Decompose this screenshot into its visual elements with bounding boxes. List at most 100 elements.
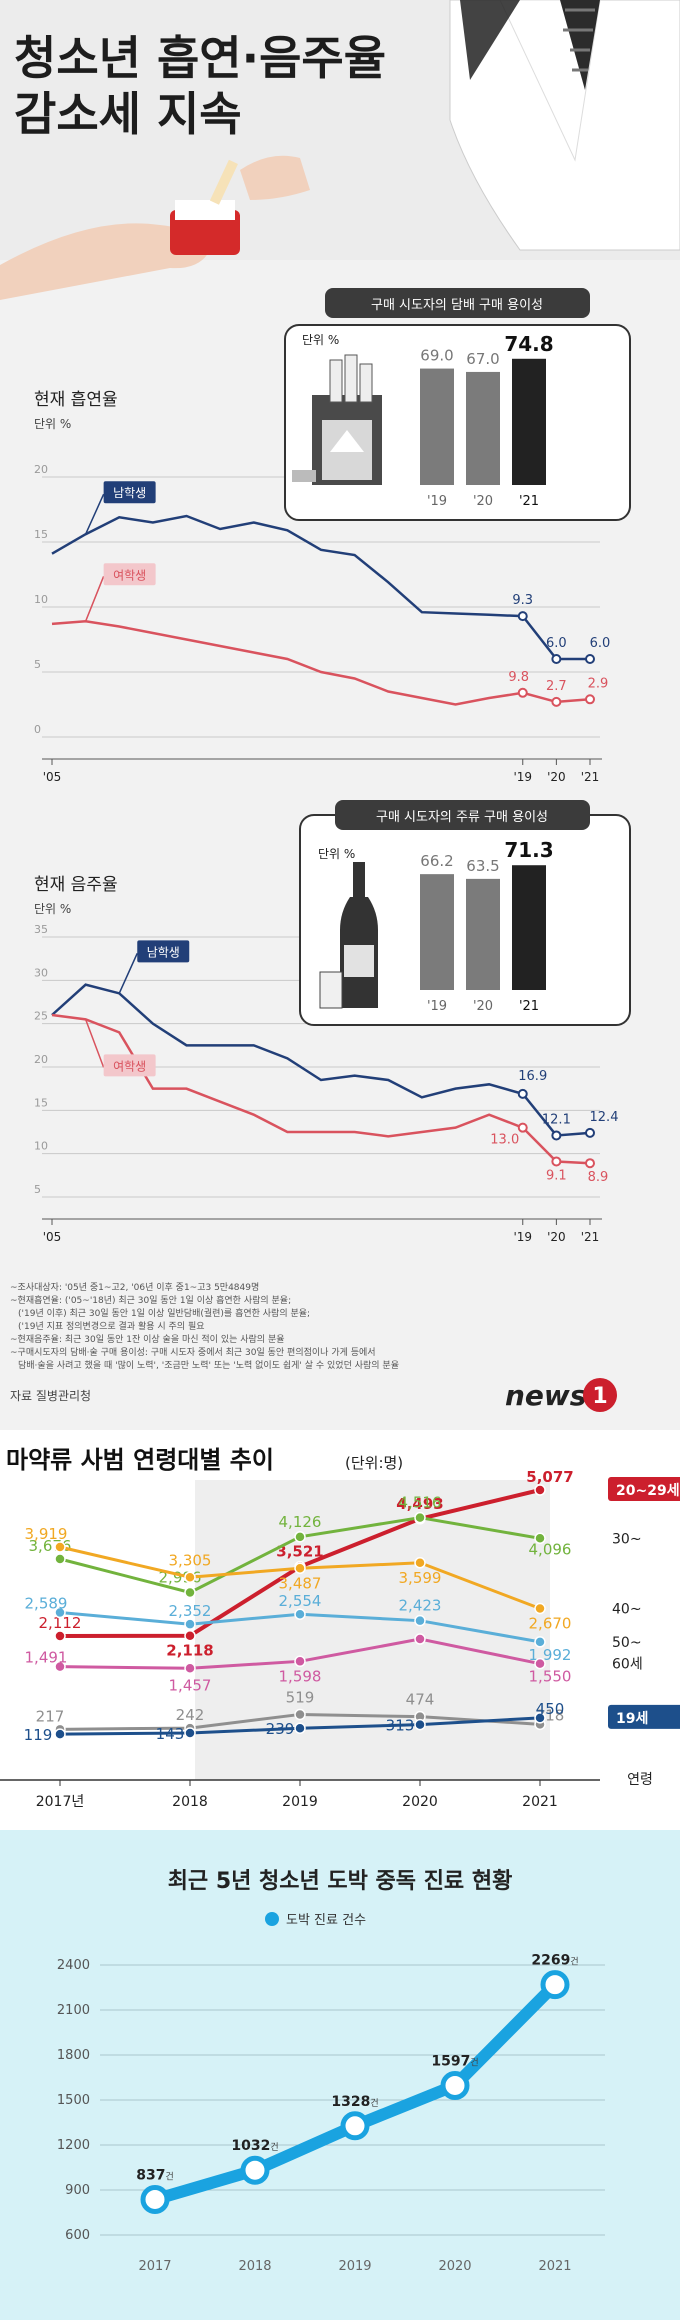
- data-label: 9.8: [508, 670, 529, 685]
- data-point: [585, 694, 595, 705]
- alcohol-inset-bars: 66.2 '19 63.5 '20 71.3 '21: [420, 838, 554, 1014]
- data-point: [534, 1636, 546, 1648]
- data-point: [440, 2070, 470, 2100]
- x-tick-label: 2021: [538, 2259, 571, 2274]
- title-line-1: 청소년 흡연·음주율: [14, 31, 386, 85]
- data-point: [534, 1657, 546, 1670]
- title-line-2: 감소세 지속: [14, 87, 242, 141]
- x-tick-label: '05: [43, 770, 62, 784]
- note-line-2: ~현재흡연율: ('05~'18년) 최근 30일 동안 1일 이상 흡연한 사…: [10, 1294, 291, 1306]
- alcohol-purchase-inset: 구매 시도자의 주류 구매 용이성 단위 %: [299, 800, 631, 1026]
- y-tick-label: 10: [34, 1140, 48, 1153]
- data-label: 4,126: [279, 1513, 322, 1531]
- data-label: 1,457: [169, 1676, 212, 1694]
- data-label: 12.1: [542, 1112, 571, 1127]
- gambling-chart-plot: 2400 2100 1800 1500 1200 900 600 2017 2018 2019 20…: [57, 1953, 605, 2274]
- data-point: [517, 1088, 528, 1099]
- data-point: [294, 1722, 306, 1734]
- inset-bar-category: '21: [519, 999, 539, 1014]
- y-tick-label: 20: [34, 463, 48, 476]
- data-label: 837건: [136, 2167, 174, 2183]
- data-label: 1328건: [331, 2094, 378, 2110]
- data-point: [551, 1130, 562, 1141]
- x-tick-label: '05: [43, 1230, 62, 1244]
- drug-chart-plot: 2017년 2018 2019 2020 2021 연령 2,112 2,118 3,521 4,…: [0, 1468, 680, 1810]
- data-point: [585, 1127, 595, 1138]
- data-point: [240, 2155, 270, 2185]
- drinking-chart-unit: 단위 %: [34, 902, 71, 916]
- data-point: [184, 1727, 196, 1739]
- y-tick-label: 1500: [57, 2093, 90, 2108]
- data-label: 1597건: [431, 2053, 478, 2069]
- data-point: [184, 1571, 196, 1584]
- series-badge: [103, 563, 156, 586]
- x-tick-label: 2020: [402, 1794, 438, 1810]
- note-line-4: ('19년 지표 정의변경으로 결과 활용 시 주의 필요: [18, 1320, 205, 1332]
- data-label: 2,554: [279, 1592, 322, 1610]
- data-point: [414, 1633, 426, 1645]
- y-tick-label: 600: [65, 2228, 90, 2243]
- y-tick-label: 0: [34, 723, 41, 736]
- inset-bar-category: '20: [473, 494, 493, 509]
- y-tick-label: 15: [34, 528, 48, 541]
- data-label: 2,670: [529, 1615, 572, 1633]
- data-label: 474: [406, 1691, 435, 1709]
- data-label: 2,352: [169, 1602, 212, 1620]
- y-tick-label: 5: [34, 1183, 41, 1196]
- drug-chart-title: 마약류 사범 연령대별 추이: [6, 1446, 274, 1474]
- drinking-chart-title: 현재 음주율: [34, 875, 118, 895]
- infographic-canvas: 청소년 흡연·음주율 감소세 지속 현재 흡연율 단위 % 20151050'0…: [0, 0, 680, 1412]
- series-end-badge: [608, 1704, 680, 1729]
- data-point: [294, 1608, 306, 1620]
- series-badge: [103, 1054, 156, 1077]
- data-point: [534, 1484, 546, 1496]
- y-tick-label: 5: [34, 658, 41, 671]
- drug-offenders-chart: 마약류 사범 연령대별 추이 (단위:명) 2017년 2018 2019 2020 2…: [0, 1430, 680, 1830]
- inset-bar-value: 74.8: [504, 332, 553, 356]
- inset-bar-value: 63.5: [466, 857, 499, 875]
- y-tick-label: 1800: [57, 2048, 90, 2063]
- data-point: [517, 1122, 528, 1133]
- series-badge: [137, 940, 190, 963]
- y-tick-label: 25: [34, 1010, 48, 1023]
- student-uniform-illustration: [449, 0, 680, 251]
- inset-bar-21: [512, 865, 546, 990]
- data-label: 3,599: [399, 1569, 442, 1587]
- drug-chart-canvas: 마약류 사범 연령대별 추이 (단위:명) 2017년 2018 2019 2020 2…: [0, 1446, 680, 1810]
- data-point: [551, 1156, 562, 1167]
- data-label: 217: [36, 1707, 65, 1725]
- alcohol-inset-title: 구매 시도자의 주류 구매 용이성: [376, 810, 548, 825]
- series-end-label: 40~: [612, 1602, 642, 1618]
- data-point: [54, 1541, 66, 1553]
- series-line-boys: [51, 983, 591, 1137]
- data-label: 242: [176, 1706, 205, 1724]
- data-label: 5,077: [526, 1468, 573, 1486]
- data-label: 2.9: [588, 676, 609, 691]
- data-point: [294, 1531, 306, 1543]
- data-label: 3,487: [279, 1574, 322, 1592]
- data-point: [540, 1970, 570, 2000]
- y-tick-label: 900: [65, 2183, 90, 2198]
- youth-gambling-chart: 최근 5년 청소년 도박 중독 진료 현황 도박 진료 건수 2400 2100 1…: [0, 1830, 680, 2320]
- y-tick-label: 2400: [57, 1958, 90, 1973]
- data-label: 8.9: [588, 1170, 609, 1185]
- series-line-boys: [51, 514, 590, 661]
- news1-logo: news 1: [505, 1378, 617, 1412]
- data-point: [414, 1614, 426, 1627]
- gambling-series-line: [149, 1978, 561, 2206]
- data-label: 2,112: [39, 1614, 82, 1632]
- footnotes: ~조사대상자: '05년 중1~고2, '06년 이후 중1~고3 5만4849…: [10, 1282, 399, 1403]
- x-tick-label: 2019: [338, 2259, 371, 2274]
- y-tick-label: 2100: [57, 2003, 90, 2018]
- note-line-7: 담배·술을 사려고 했을 때 '많이 노력', '조금만 노력' 또는 '노력 …: [18, 1359, 399, 1371]
- data-point: [294, 1708, 306, 1721]
- source-label: 자료 질병관리청: [10, 1389, 91, 1403]
- data-point: [414, 1718, 426, 1731]
- x-tick-label: '21: [581, 770, 600, 784]
- data-label: 4,493: [396, 1495, 443, 1513]
- cigarette-inset-bars: 69.0 '19 67.0 '20 74.8 '21: [420, 332, 554, 509]
- data-point: [534, 1712, 546, 1724]
- data-label: 1,550: [529, 1668, 572, 1686]
- inset-bar-category: '20: [473, 999, 493, 1014]
- data-label: 1032건: [231, 2138, 278, 2154]
